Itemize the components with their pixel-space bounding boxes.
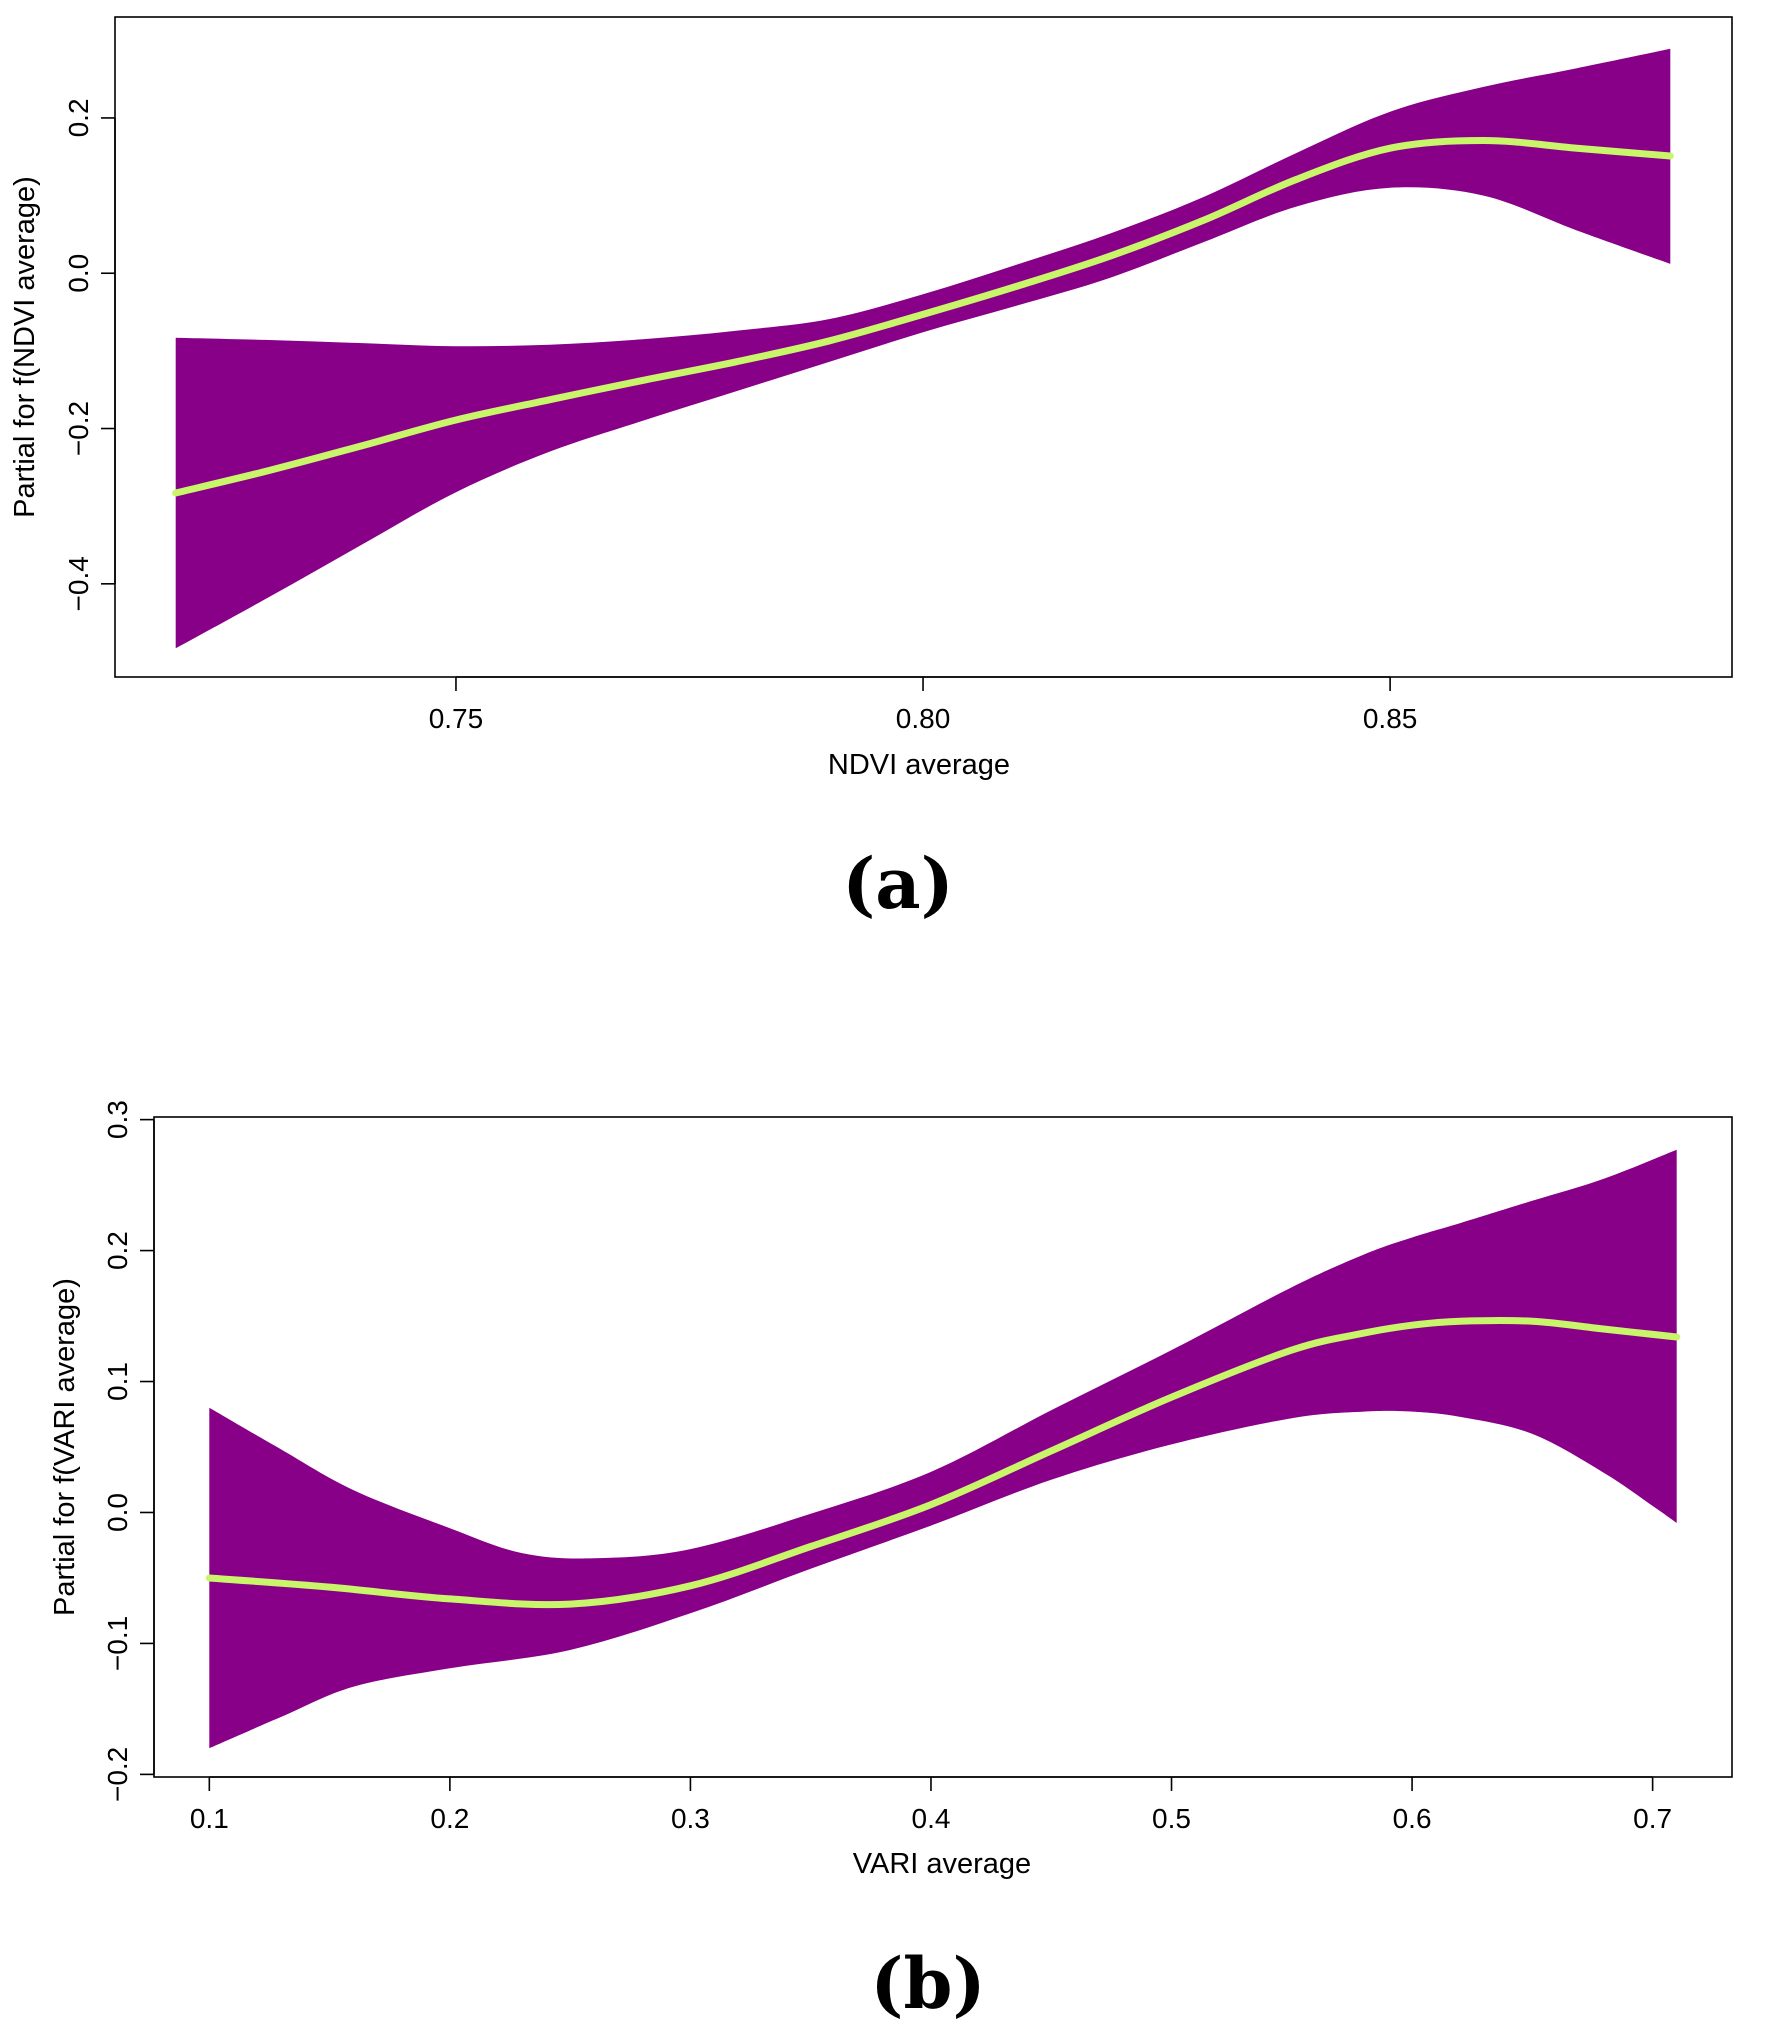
x-tick-label: 0.5 (1152, 1803, 1191, 1834)
panel-a-confidence-band (175, 48, 1671, 649)
panel-b-x-axis-label: VARI average (853, 1848, 1031, 1880)
y-tick-label: −0.2 (63, 401, 94, 456)
y-tick-label: −0.4 (63, 556, 94, 611)
panel-a-ndvi-chart: 0.75 0.80 0.85 −0.4 −0.2 0.0 0.2 NDVI average… (9, 16, 1733, 925)
y-tick-label: −0.1 (102, 1616, 133, 1671)
x-tick-label: 0.80 (896, 703, 951, 734)
panel-a-y-ticks: −0.4 −0.2 0.0 0.2 (63, 98, 115, 611)
x-tick-label: 0.85 (1363, 703, 1418, 734)
panel-a-label: (a) (842, 842, 954, 925)
x-tick-label: 0.3 (671, 1803, 710, 1834)
y-tick-label: 0.3 (102, 1100, 133, 1139)
x-tick-label: 0.7 (1633, 1803, 1672, 1834)
panel-b-y-axis-label: Partial for f(VARI average) (49, 1278, 81, 1616)
panel-a-x-axis-label: NDVI average (828, 749, 1010, 781)
x-tick-label: 0.4 (912, 1803, 951, 1834)
y-tick-label: 0.2 (63, 98, 94, 137)
panel-a-fit-line (172, 137, 1674, 497)
x-tick-label: 0.2 (430, 1803, 469, 1834)
panel-a-y-axis-label: Partial for f(NDVI average) (9, 176, 41, 518)
y-tick-label: 0.0 (102, 1493, 133, 1532)
x-tick-label: 0.6 (1393, 1803, 1432, 1834)
panel-b-y-ticks: −0.2 −0.1 0.0 0.1 0.2 0.3 (102, 1100, 154, 1802)
panel-b-label: (b) (870, 1942, 985, 2025)
y-tick-label: 0.0 (63, 254, 94, 293)
panel-b-x-ticks: 0.1 0.2 0.3 0.4 0.5 0.6 0.7 (190, 1777, 1672, 1834)
panel-a-x-ticks: 0.75 0.80 0.85 (429, 677, 1418, 734)
panel-b-vari-chart: 0.1 0.2 0.3 0.4 0.5 0.6 0.7 −0.2−0.10.00.10.20… (49, 1100, 1733, 2025)
y-tick-label: 0.1 (102, 1362, 133, 1401)
x-tick-label: 0.75 (429, 703, 484, 734)
x-tick-label: 0.1 (190, 1803, 229, 1834)
panel-b-fit-line (205, 1317, 1681, 1609)
y-tick-label: 0.2 (102, 1231, 133, 1270)
panel-b-confidence-band (209, 1149, 1677, 1749)
y-tick-label: −0.2 (102, 1747, 133, 1802)
